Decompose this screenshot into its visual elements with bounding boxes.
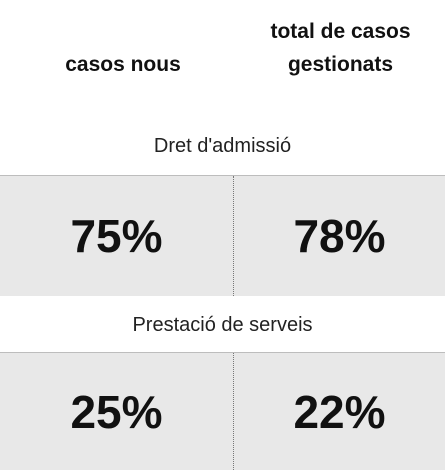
column-header: total de casos gestionats xyxy=(270,20,411,76)
divider xyxy=(233,353,234,470)
section-label: Dret d'admissió xyxy=(153,135,292,157)
value: 22% xyxy=(293,385,386,438)
value: 75% xyxy=(70,210,163,262)
column-header: casos nous xyxy=(65,53,181,76)
section-label: Prestació de serveis xyxy=(132,314,313,336)
value: 78% xyxy=(293,210,386,262)
divider xyxy=(233,176,234,296)
value-box: 75% 78% xyxy=(0,175,445,296)
value: 25% xyxy=(70,385,163,438)
value-box: 25% 22% xyxy=(0,352,445,470)
